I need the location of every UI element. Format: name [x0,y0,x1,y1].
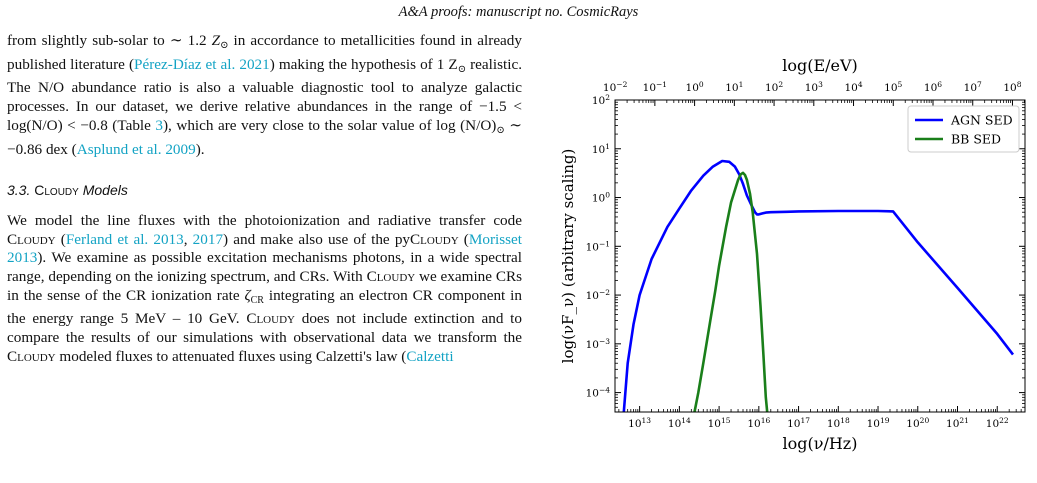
x2-tick-label: 106 [924,80,942,95]
x-tick-label: 1015 [708,416,731,431]
legend-label: AGN SED [950,113,1013,128]
paragraph-metallicity: from slightly sub-solar to ∼ 1.2 Z⊙ in a… [7,32,522,158]
citation-asplund[interactable]: Asplund et al. 2009 [76,140,196,158]
sed-chart: 1013 1014 1015 1016 1017 1018 1019 1020 1021 1022… [559,56,1026,453]
x2-tick-label: 107 [964,80,982,95]
x2-tick-label: 103 [805,80,823,95]
x-tick-label: 1021 [946,416,969,431]
y-tick-label: 101 [592,141,610,156]
x2-axis-label: log(E/eV) [782,56,858,75]
series-line-bb [693,171,769,412]
citation-ferland-2017[interactable]: 2017 [192,230,224,248]
x2-tick-label: 101 [725,80,743,95]
legend-label: BB SED [951,132,1001,147]
y-tick-label: 10−4 [586,385,611,400]
y-axis-label: log(νF_ν) (arbitrary scaling) [559,149,577,364]
x-tick-label: 1022 [986,416,1009,431]
x-axis-label: log(ν/Hz) [783,434,858,453]
plot-frame [614,99,1026,413]
x2-tick-label: 108 [1003,80,1021,95]
y-tick-label: 10−2 [586,288,611,303]
text-column: from slightly sub-solar to ∼ 1.2 Z⊙ in a… [7,32,522,367]
y-tick-label: 10−1 [586,239,610,254]
citation-perez-diaz[interactable]: Pérez-Díaz et al. 2021 [134,55,270,73]
y-tick-label: 10−3 [586,336,611,351]
sed-figure: 1013 1014 1015 1016 1017 1018 1019 1020 1021 1022… [545,48,1037,478]
series-line-agn [621,159,1015,412]
table-reference[interactable]: 3 [155,116,163,134]
x2-tick-label: 105 [884,80,902,95]
citation-ferland-2013[interactable]: Ferland et al. 2013 [65,230,184,248]
x2-tick-label: 100 [686,80,704,95]
x-tick-label: 1017 [787,416,810,431]
x2-tick-label: 10−2 [603,80,628,95]
x2-tick-label: 10−1 [643,80,667,95]
x2-tick-label: 104 [844,80,862,95]
x-tick-label: 1019 [867,416,890,431]
y-tick-label: 100 [592,190,610,205]
x-tick-label: 1014 [668,416,691,431]
x-tick-label: 1020 [906,416,929,431]
section-heading: 3.3. Cloudy Models [7,182,128,199]
citation-calzetti[interactable]: Calzetti [406,347,454,365]
y-tick-label: 102 [592,93,610,108]
citation-morisset[interactable]: Morisset 2013 [7,230,522,267]
legend-box [907,105,1020,153]
running-head: A&A proofs: manuscript no. CosmicRays [398,4,639,20]
x-tick-label: 1013 [628,416,651,431]
paragraph-cloudy-models: We model the line fluxes with the photoi… [7,211,522,365]
x-tick-label: 1018 [827,416,850,431]
x-tick-label: 1016 [747,416,770,431]
x2-tick-label: 102 [765,80,783,95]
